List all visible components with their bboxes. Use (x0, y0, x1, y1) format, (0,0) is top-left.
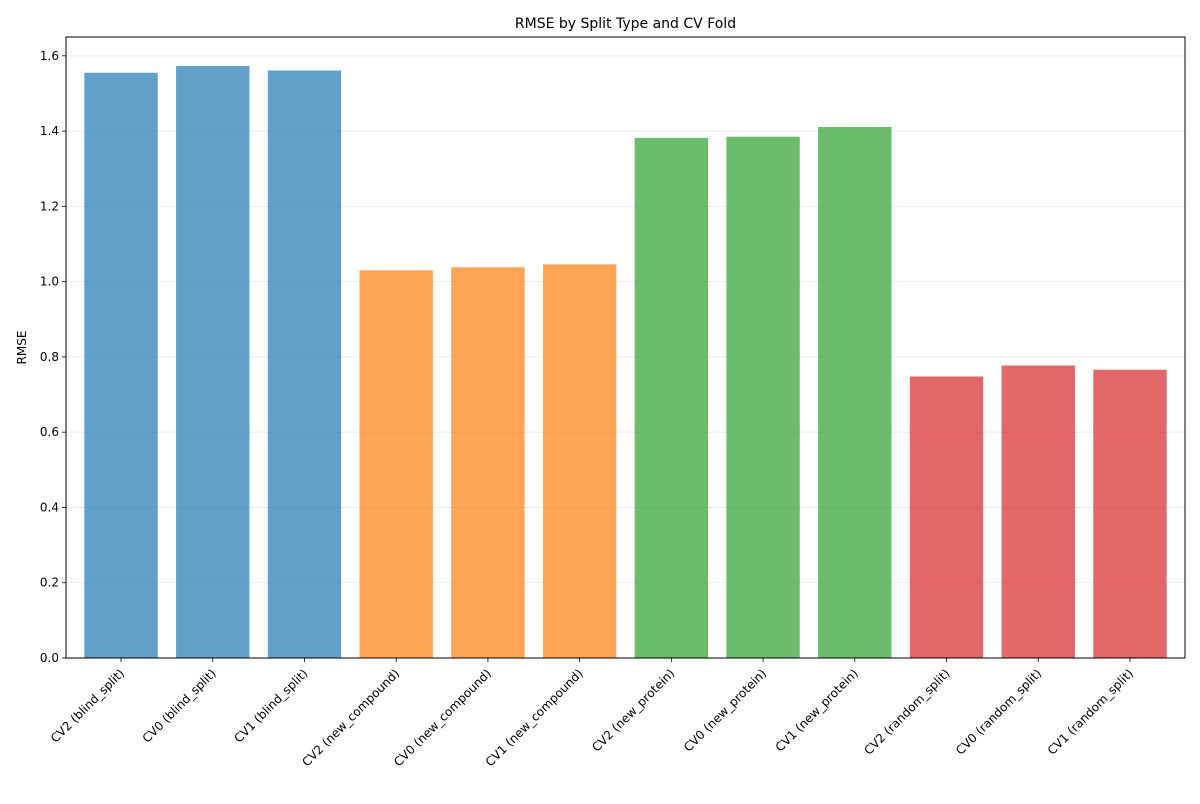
x-tick-label: CV1 (blind_split) (231, 666, 310, 745)
bar (267, 70, 342, 659)
x-tick-label: CV0 (blind_split) (140, 666, 219, 745)
bar (726, 136, 800, 659)
x-tick-label: CV1 (random_split) (1045, 666, 1136, 757)
x-tick-label: CV1 (new_compound) (483, 666, 586, 769)
bar (634, 137, 709, 658)
y-tick-label: 0.2 (40, 576, 59, 590)
bar (84, 72, 158, 659)
y-tick-label: 1.6 (40, 49, 59, 63)
y-tick-label: 1.2 (40, 199, 59, 213)
plot-frame (65, 36, 1186, 659)
bar (176, 65, 250, 659)
y-tick-label: 1.4 (40, 124, 59, 138)
chart-title: RMSE by Split Type and CV Fold (515, 16, 736, 32)
bar (909, 376, 984, 658)
bar (542, 264, 617, 658)
y-tick-label: 0.4 (40, 500, 59, 514)
x-tick-label: CV1 (new_protein) (773, 666, 861, 754)
x-tick-label: CV0 (new_protein) (681, 666, 769, 754)
grid-lines (66, 55, 1185, 659)
y-tick-label: 1.0 (40, 275, 59, 289)
bar (818, 126, 892, 658)
x-tick-label: CV0 (new_compound) (391, 666, 494, 769)
y-tick-label: 0.8 (40, 350, 59, 364)
y-tick-label: 0.6 (40, 425, 59, 439)
x-tick-label: CV2 (random_split) (861, 666, 952, 757)
y-axis-label: RMSE (15, 331, 29, 365)
x-tick-label: CV0 (random_split) (953, 666, 1044, 757)
bar (1093, 369, 1167, 658)
bar (1001, 365, 1075, 658)
bar (451, 267, 525, 658)
bars (84, 65, 1167, 659)
y-tick-label: 0.0 (40, 651, 59, 665)
x-tick-label: CV2 (new_protein) (589, 666, 677, 754)
bar (359, 270, 433, 658)
x-tick-label: CV2 (new_compound) (299, 666, 402, 769)
x-tick-label: CV2 (blind_split) (48, 666, 127, 745)
